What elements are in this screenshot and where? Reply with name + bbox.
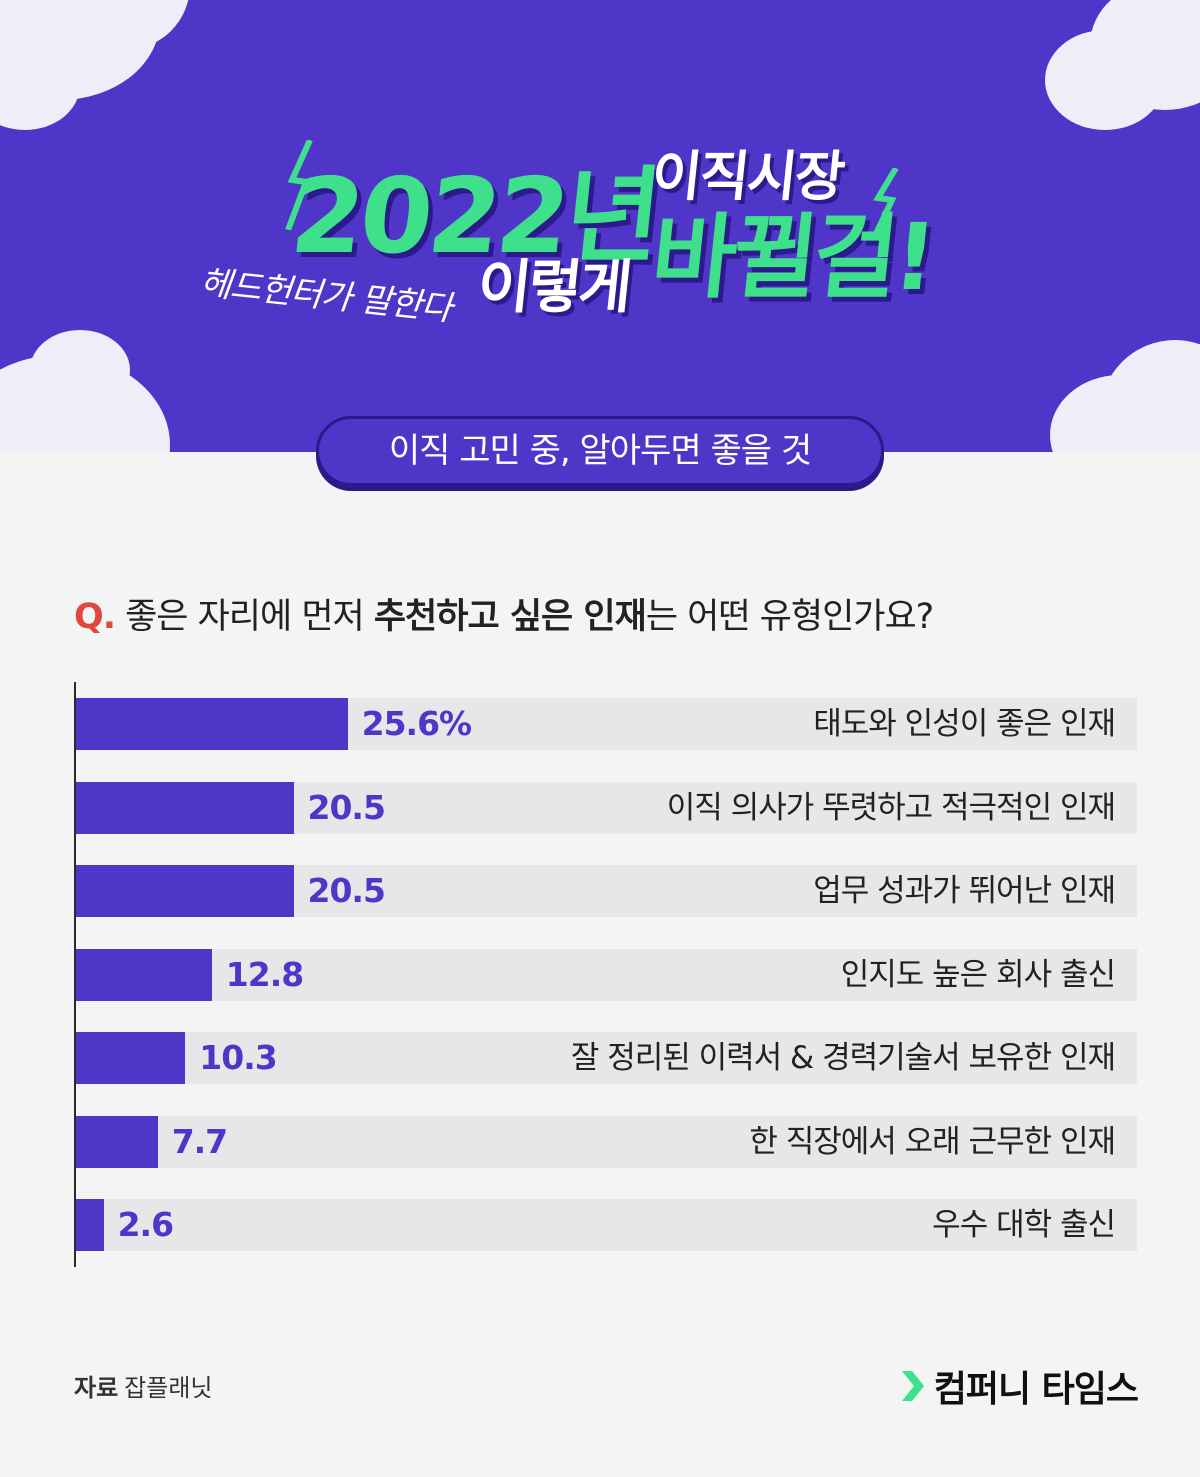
question-text-bold: 추천하고 싶은 인재	[373, 597, 647, 637]
headline-change: 바뀔걸!	[646, 204, 938, 311]
bar	[76, 698, 348, 750]
bar-category-label: 우수 대학 출신	[932, 1207, 1116, 1243]
bar-value-label: 20.5	[307, 787, 386, 827]
bar	[76, 781, 294, 834]
bar-value-label: 12.8	[225, 954, 304, 994]
bar-value-label: 2.6	[117, 1205, 174, 1244]
bar	[76, 1032, 186, 1084]
bar-value-label: 25.6%	[361, 704, 472, 743]
bar-row: 2.6 우수 대학 출신	[76, 1199, 1137, 1251]
bar-category-label: 업무 성과가 뛰어난 인재	[813, 873, 1116, 909]
bar-row: 25.6% 태도와 인성이 좋은 인재	[76, 698, 1137, 750]
source-label: 자료	[74, 1374, 119, 1402]
header-banner: 2022년 이직시장 이렇게 바뀔걸! 헤드헌터가 말한다	[0, 0, 1200, 452]
bar	[76, 865, 294, 917]
bar-value-label: 7.7	[171, 1121, 228, 1161]
bar-value-label: 20.5	[307, 871, 386, 910]
bar-row: 20.5 이직 의사가 뚜렷하고 적극적인 인재	[76, 781, 1137, 834]
bar-row: 12.8 인지도 높은 회사 출신	[76, 948, 1137, 1001]
bar-category-label: 태도와 인성이 좋은 인재	[813, 706, 1116, 742]
question-prefix: Q.	[74, 597, 116, 637]
headline-this-way: 이렇게	[474, 253, 633, 321]
brand-name: 컴퍼니 타임스	[933, 1369, 1139, 1410]
question-text-1: 좋은 자리에 먼저	[125, 597, 374, 637]
bar-value-label: 10.3	[199, 1038, 277, 1077]
bar-category-label: 이직 의사가 뚜렷하고 적극적인 인재	[666, 789, 1116, 826]
bar	[76, 1199, 104, 1251]
chart-axis	[74, 682, 76, 1267]
chevron-right-icon	[901, 1371, 924, 1401]
cloud	[30, 330, 130, 410]
lightning-left-icon	[285, 140, 313, 230]
bar	[76, 1115, 158, 1168]
source: 자료 잡플래닛	[74, 1368, 213, 1403]
bar-track	[76, 1115, 1137, 1168]
headline-market: 이직시장	[648, 145, 847, 208]
bar	[76, 948, 212, 1001]
bar-track	[76, 1199, 1137, 1251]
brand-logo: 컴퍼니 타임스	[900, 1360, 1139, 1412]
source-name: 잡플래닛	[124, 1374, 213, 1402]
cloud	[1100, 340, 1200, 452]
bar-category-label: 인지도 높은 회사 출신	[840, 956, 1116, 993]
subtitle-pill: 이직 고민 중, 알아두면 좋을 것	[316, 416, 884, 486]
bar-row: 20.5 업무 성과가 뛰어난 인재	[76, 865, 1137, 917]
bar-track	[76, 948, 1137, 1001]
lightning-right-icon	[871, 168, 899, 238]
question-text-2: 는 어떤 유형인가요?	[645, 597, 934, 637]
question: Q. 좋은 자리에 먼저 추천하고 싶은 인재는 어떤 유형인가요?	[74, 588, 934, 639]
bar-row: 7.7 한 직장에서 오래 근무한 인재	[76, 1115, 1137, 1168]
bar-row: 10.3 잘 정리된 이력서 & 경력기술서 보유한 인재	[76, 1032, 1137, 1084]
bar-track	[76, 1032, 1137, 1084]
bar-category-label: 잘 정리된 이력서 & 경력기술서 보유한 인재	[570, 1040, 1116, 1076]
bar-category-label: 한 직장에서 오래 근무한 인재	[749, 1123, 1116, 1160]
